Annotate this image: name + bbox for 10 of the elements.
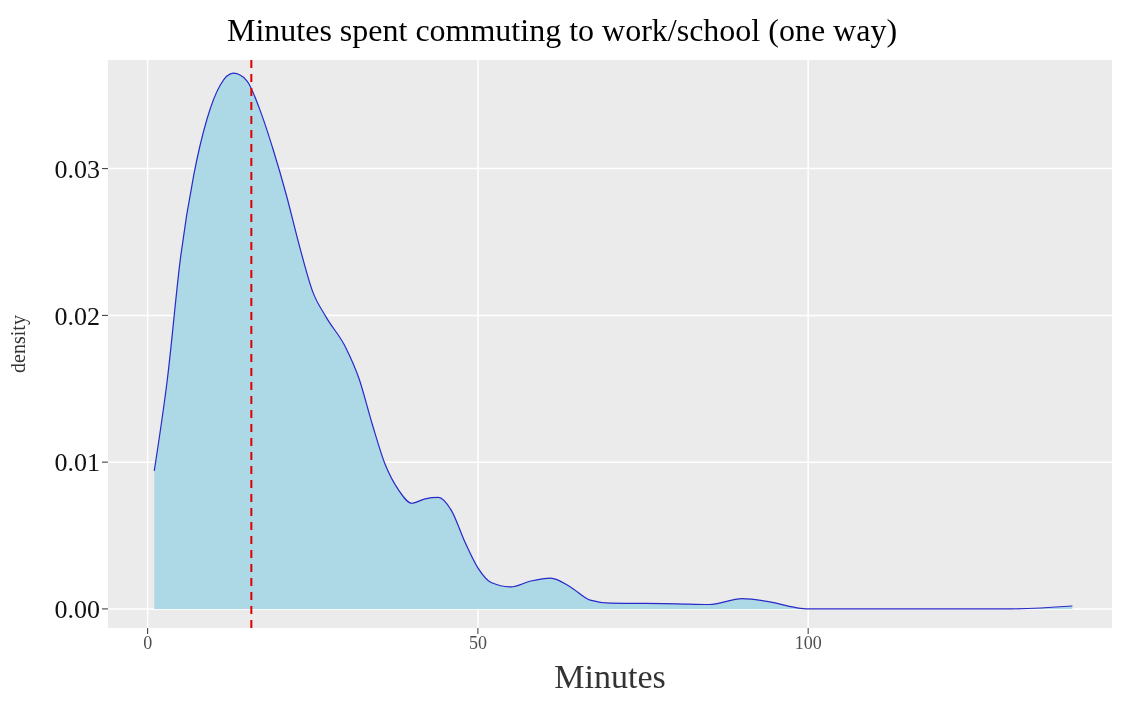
x-tick-label: 0 [143,632,153,653]
y-tick-label: 0.03 [54,154,100,184]
y-axis-title: density [7,315,31,373]
x-axis-title: Minutes [554,658,666,695]
y-tick-label: 0.02 [54,301,100,331]
y-tick-label: 0.00 [54,595,100,625]
x-tick-label: 100 [794,632,822,653]
chart-title: Minutes spent commuting to work/school (one way) [225,11,899,50]
y-tick-label: 0.01 [54,448,100,478]
x-tick-label: 50 [468,632,487,653]
